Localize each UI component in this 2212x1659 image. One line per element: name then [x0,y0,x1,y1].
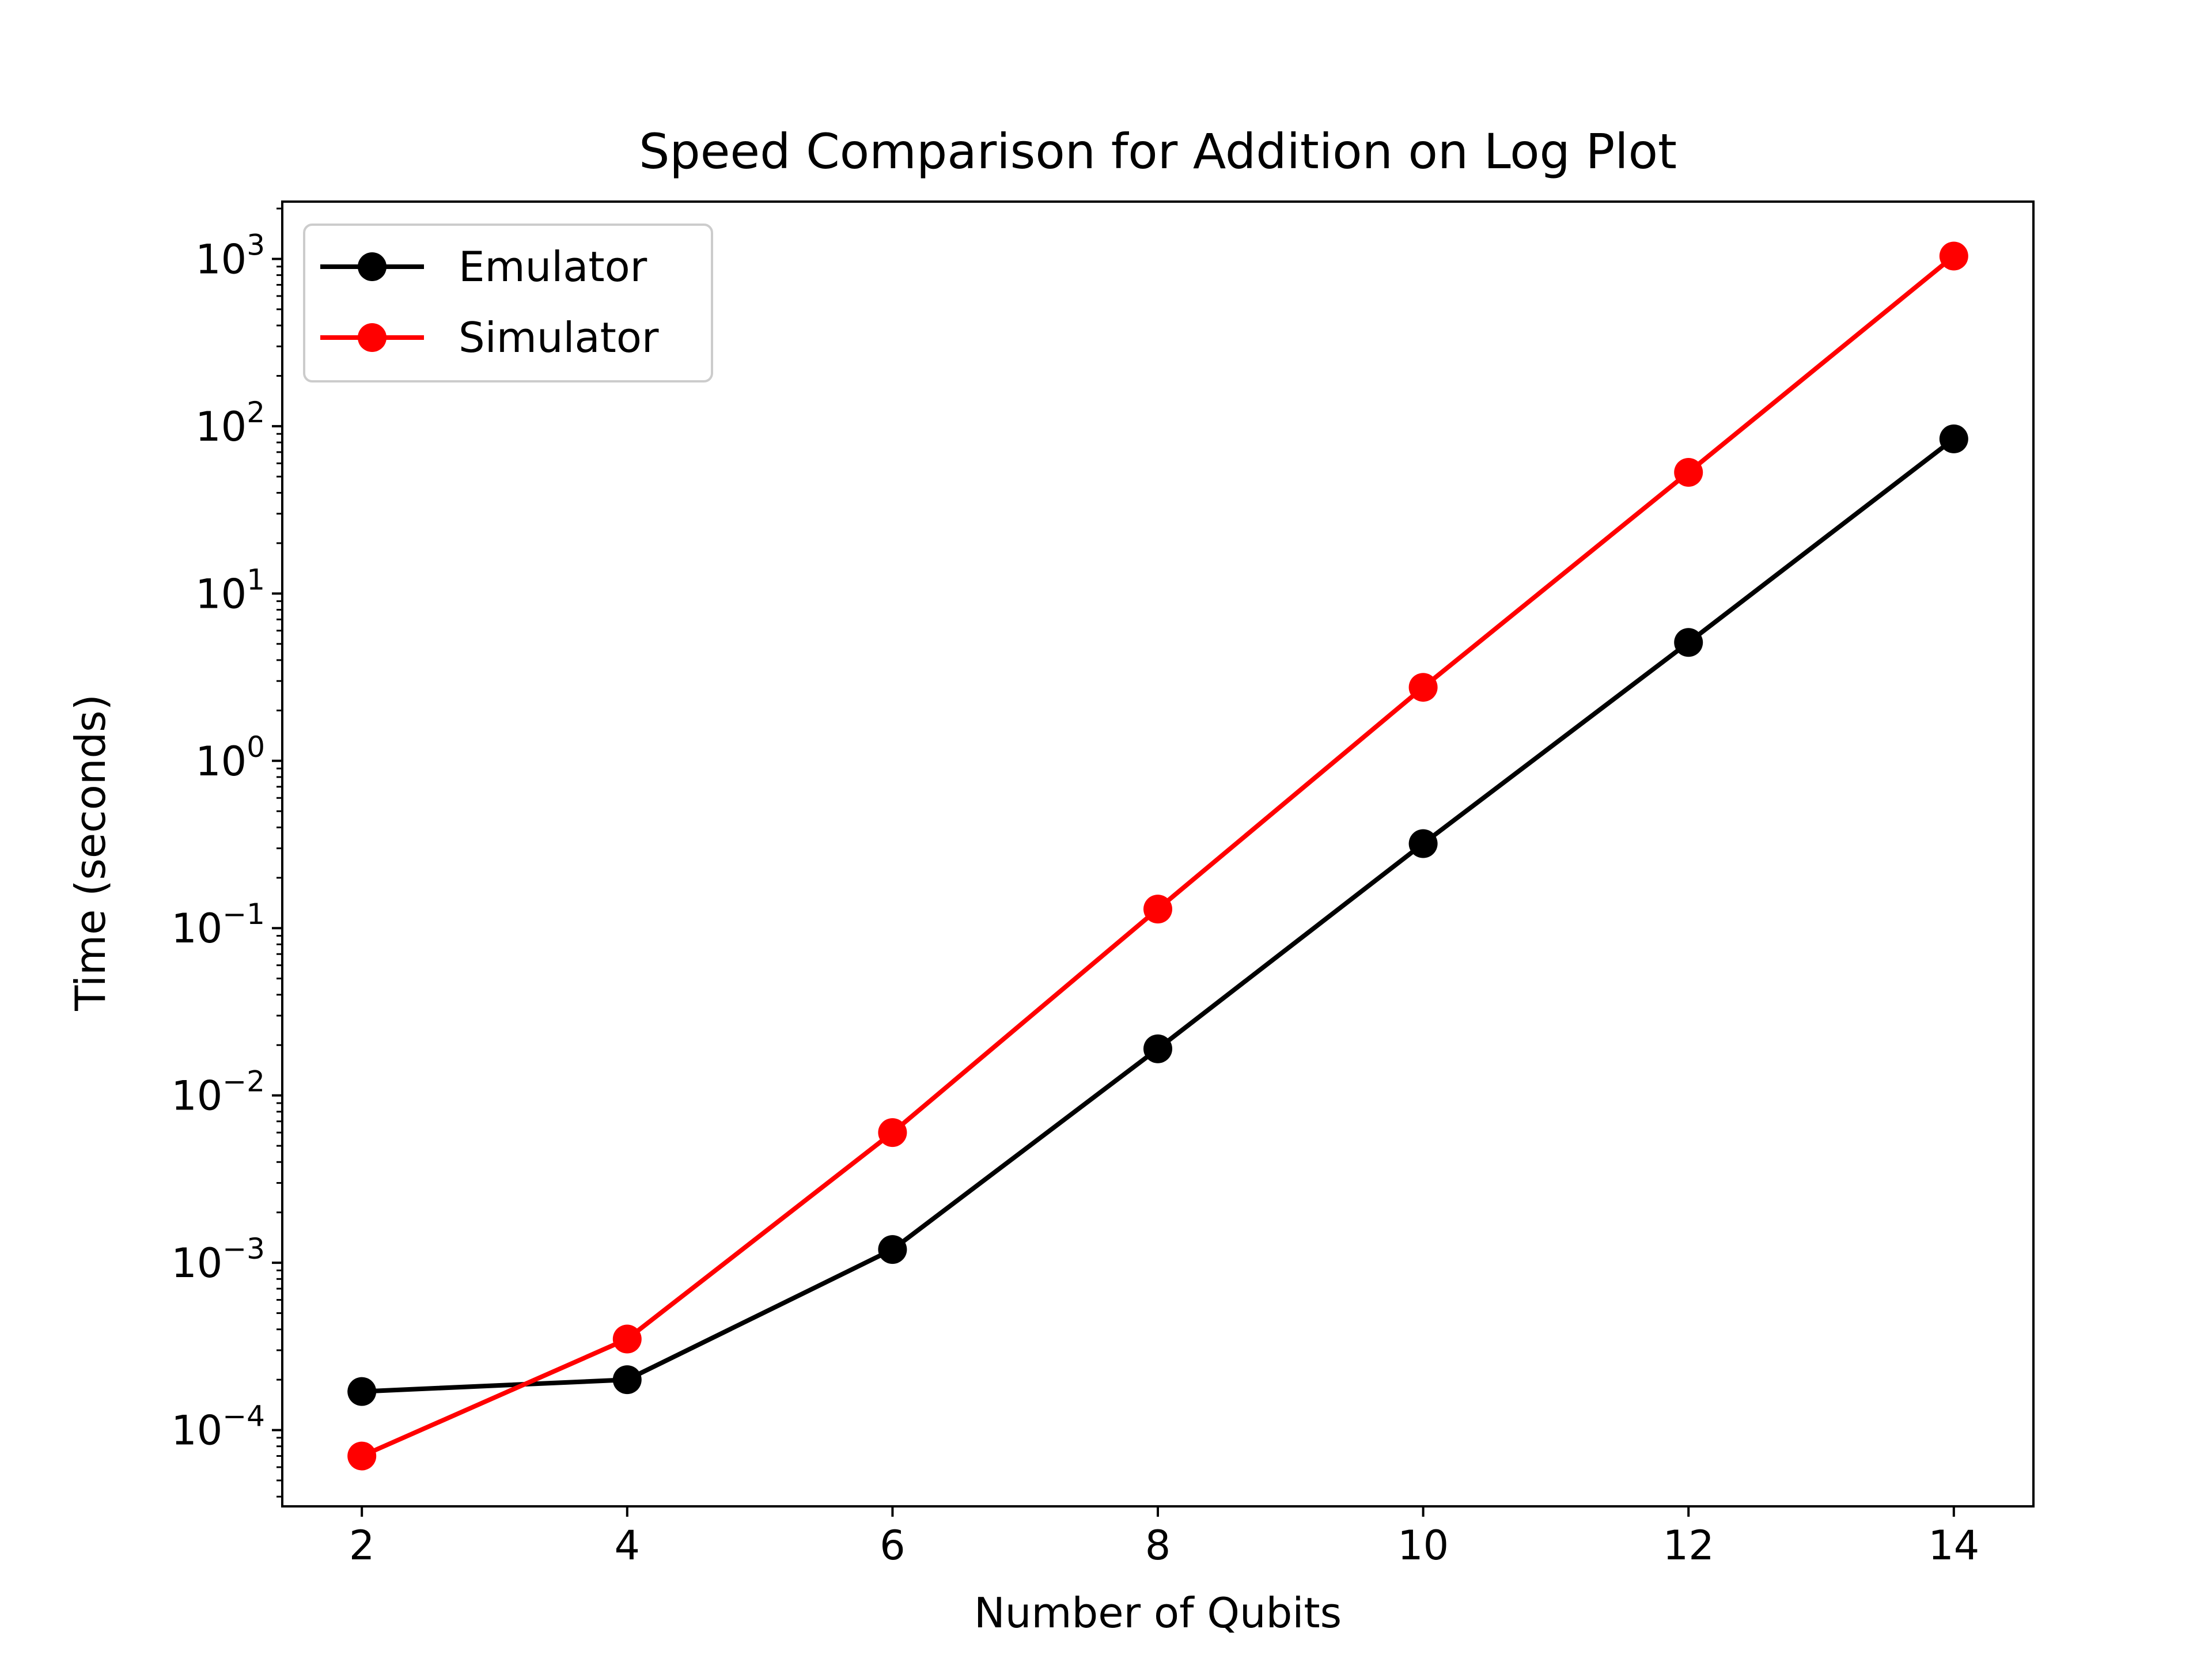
x-tick-label: 12 [1663,1522,1714,1569]
legend-marker [358,252,387,281]
data-point-simulator [1674,457,1703,487]
x-axis-label: Number of Qubits [974,1589,1342,1637]
data-point-simulator [612,1324,642,1354]
x-tick-label: 2 [349,1522,375,1569]
x-tick-label: 4 [615,1522,641,1569]
data-point-emulator [612,1365,642,1395]
data-point-emulator [1939,424,1968,453]
y-tick-base: 10 [195,738,247,785]
axes-frame [281,200,2035,1508]
x-tick-label: 14 [1928,1522,1979,1569]
y-tick-label: 10−1 [171,897,265,952]
legend-label: Emulator [459,243,647,291]
y-tick-base: 10 [171,1407,222,1455]
y-tick-label: 101 [195,563,265,618]
y-tick-base: 10 [195,236,247,283]
x-tick-label: 8 [1145,1522,1171,1569]
data-point-simulator [1939,241,1968,271]
y-tick-exponent: −4 [222,1400,265,1433]
x-tick-label: 6 [880,1522,906,1569]
y-tick-exponent: 3 [247,228,265,262]
data-point-emulator [1143,1034,1172,1063]
y-tick-exponent: 2 [247,396,265,429]
y-tick-exponent: 1 [247,563,265,596]
y-axis-label: Time (seconds) [66,694,115,1012]
x-tick-label: 10 [1397,1522,1449,1569]
y-tick-base: 10 [195,403,247,450]
y-tick-base: 10 [171,1073,222,1120]
data-point-simulator [1408,673,1438,702]
data-point-simulator [347,1441,377,1471]
data-point-emulator [1674,628,1703,657]
y-tick-base: 10 [171,905,222,952]
legend-box [303,224,713,382]
data-point-simulator [878,1118,907,1147]
y-tick-label: 102 [195,396,265,450]
data-point-emulator [878,1235,907,1264]
data-point-simulator [1143,895,1172,924]
y-tick-label: 10−4 [171,1400,265,1455]
y-tick-base: 10 [195,570,247,618]
y-tick-exponent: 0 [247,730,265,764]
legend-label: Simulator [459,313,659,362]
data-point-emulator [1408,829,1438,858]
y-tick-label: 100 [195,730,265,785]
data-point-emulator [347,1377,377,1406]
y-tick-exponent: −1 [222,897,265,931]
legend: Emulator Simulator [303,224,713,382]
y-tick-label: 10−3 [171,1232,265,1287]
y-tick-exponent: −3 [222,1232,265,1266]
chart-title: Speed Comparison for Addition on Log Plo… [639,123,1677,180]
y-tick-label: 10−2 [171,1065,265,1120]
y-tick-exponent: −2 [222,1065,265,1099]
legend-marker [358,323,387,352]
y-tick-base: 10 [171,1240,222,1287]
y-tick-label: 103 [195,228,265,283]
